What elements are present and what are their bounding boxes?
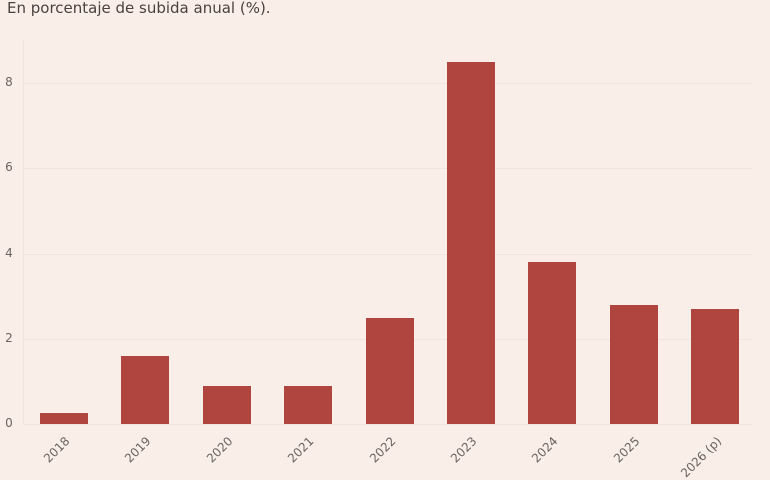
gridline [23,253,753,255]
x-tick-label: 2023 [447,434,480,466]
gridline [23,168,753,170]
x-tick-label: 2020 [203,434,236,466]
x-tick-label: 2024 [529,434,561,466]
bar-2023 [447,61,495,424]
y-axis-line [23,40,24,424]
bar-2025 [609,304,658,424]
x-tick-label: 2021 [285,434,317,466]
chart-subtitle: En porcentaje de subida anual (%). [7,0,271,17]
y-tick-label: 0 [5,416,13,430]
bar-2019 [121,355,170,424]
y-tick-label: 2 [5,330,13,345]
gridline [23,424,753,425]
plot-area [23,40,753,425]
y-tick-label: 8 [5,75,13,90]
x-tick-label: 2022 [366,434,399,466]
y-tick-label: 4 [5,245,13,260]
x-tick-label: 2025 [610,434,643,466]
y-tick-label: 6 [5,160,13,175]
bar-2018 [40,413,88,424]
bar-2020 [202,385,251,424]
bar-2021 [284,385,333,424]
x-tick-label: 2019 [122,434,154,466]
bar-2024 [528,262,577,424]
x-tick-label: 2026 (p) [678,434,725,480]
bar-2026-p [691,308,740,424]
gridline [23,83,753,85]
bar-2022 [365,317,414,424]
x-tick-label: 2018 [40,434,73,466]
